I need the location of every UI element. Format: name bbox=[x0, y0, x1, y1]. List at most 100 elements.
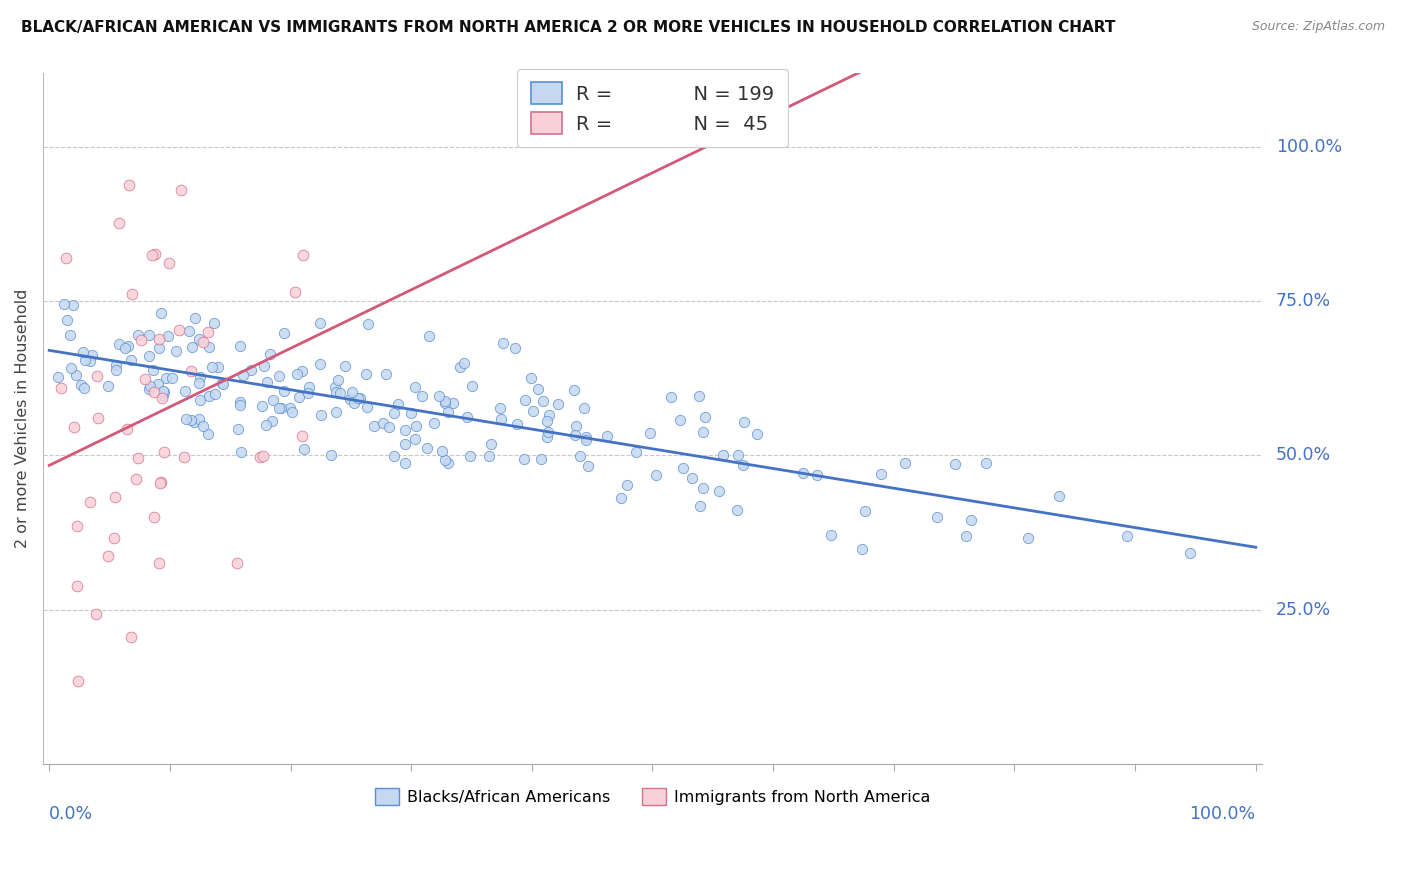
Point bbox=[105, 358, 128, 372]
Point bbox=[270, 401, 292, 416]
Point bbox=[273, 384, 295, 398]
Point bbox=[127, 327, 149, 342]
Point bbox=[174, 412, 197, 426]
Point bbox=[143, 384, 166, 399]
Point bbox=[596, 429, 619, 443]
Point bbox=[143, 246, 166, 260]
Y-axis label: 2 or more Vehicles in Household: 2 or more Vehicles in Household bbox=[15, 289, 30, 548]
Point bbox=[433, 453, 456, 467]
Point bbox=[418, 329, 440, 343]
Point bbox=[80, 348, 103, 362]
Text: 0.0%: 0.0% bbox=[49, 805, 93, 823]
Point bbox=[278, 401, 301, 416]
Point bbox=[104, 490, 127, 504]
Point bbox=[547, 397, 569, 411]
Text: Source: ZipAtlas.com: Source: ZipAtlas.com bbox=[1251, 20, 1385, 33]
Point bbox=[229, 445, 252, 459]
Point bbox=[157, 255, 180, 269]
Point bbox=[79, 354, 101, 368]
Point bbox=[672, 461, 695, 475]
Point bbox=[342, 385, 364, 400]
Point bbox=[59, 328, 82, 343]
Point bbox=[404, 432, 426, 446]
Point bbox=[342, 395, 364, 409]
Point bbox=[288, 391, 311, 405]
Point bbox=[427, 390, 450, 404]
Point bbox=[329, 385, 352, 400]
Point bbox=[173, 450, 195, 465]
Point bbox=[138, 350, 160, 364]
Point bbox=[610, 491, 633, 505]
Point bbox=[356, 400, 378, 414]
Point bbox=[405, 418, 427, 433]
Point bbox=[416, 441, 439, 455]
Point bbox=[820, 528, 842, 542]
Point bbox=[572, 401, 595, 416]
Point bbox=[183, 311, 205, 326]
Point bbox=[212, 376, 235, 391]
Text: -0.784: -0.784 bbox=[645, 85, 709, 103]
Point bbox=[152, 445, 174, 459]
Point bbox=[86, 368, 108, 383]
Point bbox=[149, 475, 172, 490]
Point bbox=[669, 412, 692, 426]
Point bbox=[536, 414, 558, 428]
Point bbox=[188, 376, 211, 391]
Point bbox=[531, 394, 554, 409]
Point bbox=[114, 341, 136, 355]
Point bbox=[180, 340, 202, 354]
Point bbox=[458, 449, 481, 463]
Point bbox=[256, 376, 278, 390]
Point bbox=[695, 409, 717, 424]
Point bbox=[806, 467, 828, 482]
Point bbox=[436, 456, 458, 470]
Point bbox=[298, 380, 321, 394]
Point bbox=[689, 499, 711, 513]
Text: BLACK/AFRICAN AMERICAN VS IMMIGRANTS FROM NORTH AMERICA 2 OR MORE VEHICLES IN HO: BLACK/AFRICAN AMERICAN VS IMMIGRANTS FRO… bbox=[21, 20, 1115, 35]
Point bbox=[349, 392, 371, 406]
Text: 0.436: 0.436 bbox=[645, 115, 707, 134]
Point bbox=[157, 329, 180, 343]
Point bbox=[120, 353, 142, 368]
Text: 50.0%: 50.0% bbox=[1275, 446, 1331, 465]
Point bbox=[927, 509, 949, 524]
Point bbox=[108, 216, 131, 230]
Point bbox=[141, 248, 163, 262]
Point bbox=[404, 380, 426, 394]
Point bbox=[127, 450, 149, 465]
Point bbox=[328, 373, 350, 387]
Point bbox=[747, 426, 769, 441]
Point bbox=[291, 429, 314, 443]
Point bbox=[180, 364, 202, 378]
Point bbox=[1047, 489, 1070, 503]
Point bbox=[309, 316, 332, 330]
Point bbox=[297, 386, 319, 401]
Point bbox=[616, 478, 638, 492]
Point bbox=[681, 470, 703, 484]
Point bbox=[562, 384, 585, 398]
Point bbox=[478, 450, 501, 464]
Point bbox=[374, 368, 396, 382]
Point bbox=[692, 481, 714, 495]
Point bbox=[228, 422, 250, 436]
Point bbox=[309, 357, 332, 371]
Point bbox=[291, 364, 314, 378]
Point bbox=[489, 412, 512, 426]
Point bbox=[51, 381, 73, 395]
Point bbox=[356, 367, 378, 381]
Point bbox=[955, 529, 977, 543]
Point bbox=[174, 384, 197, 398]
Point bbox=[688, 390, 710, 404]
Point bbox=[273, 326, 295, 341]
Point bbox=[73, 381, 96, 395]
Point bbox=[645, 467, 668, 482]
Point bbox=[134, 372, 156, 386]
Point bbox=[537, 408, 560, 422]
Point bbox=[142, 510, 165, 524]
Point bbox=[180, 413, 202, 427]
Point bbox=[976, 456, 998, 470]
Point bbox=[240, 363, 263, 377]
Point bbox=[121, 286, 143, 301]
Point bbox=[188, 369, 211, 384]
Point bbox=[292, 442, 315, 457]
